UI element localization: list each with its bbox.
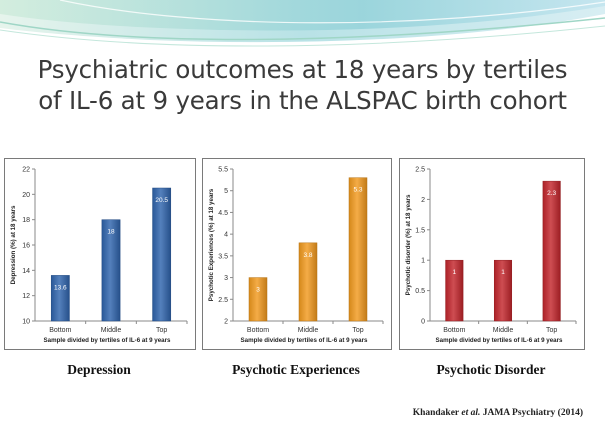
y-tick-label: 0 bbox=[421, 319, 425, 326]
y-tick-label: 20 bbox=[22, 192, 30, 199]
citation-etal: et al. bbox=[461, 408, 481, 418]
bar-value-label: 18 bbox=[107, 229, 115, 236]
slide-title: Psychiatric outcomes at 18 years by tert… bbox=[0, 54, 605, 116]
x-axis-label: Sample divided by tertiles of IL-6 at 9 … bbox=[241, 337, 368, 344]
y-tick-label: 14 bbox=[22, 268, 30, 275]
x-axis-label: Sample divided by tertiles of IL-6 at 9 … bbox=[436, 337, 563, 344]
y-tick-label: 22 bbox=[22, 167, 30, 174]
x-tick-label: Bottom bbox=[443, 327, 465, 334]
y-tick-label: 2.5 bbox=[415, 167, 425, 174]
x-tick-label: Bottom bbox=[49, 327, 71, 334]
bar-middle bbox=[298, 242, 318, 322]
y-tick-label: 5 bbox=[224, 188, 228, 195]
depression-chart: 10 12 14 16 18 20 22 Depression (%) at 18 years… bbox=[10, 167, 188, 344]
psychotic-experiences-chart: 2 2.5 3 3.5 4 4.5 5 5.5 Psychotic Experiences (%… bbox=[208, 167, 384, 344]
y-tick-label: 2.5 bbox=[218, 297, 228, 304]
bar-value-label: 2.3 bbox=[547, 190, 556, 197]
bar-top bbox=[542, 180, 561, 322]
slide-title-line-1: Psychiatric outcomes at 18 years by tert… bbox=[37, 55, 568, 84]
y-tick-label: 3 bbox=[224, 275, 228, 282]
bar-value-label: 1 bbox=[501, 269, 505, 276]
citation-journal: JAMA Psychiatry (2014) bbox=[482, 408, 583, 418]
x-tick-label: Top bbox=[156, 327, 167, 334]
y-tick-label: 18 bbox=[22, 217, 30, 224]
caption-depression: Depression bbox=[67, 362, 131, 377]
x-axis-label: Sample divided by tertiles of IL-6 at 9 … bbox=[44, 337, 171, 344]
y-tick-label: 4.5 bbox=[218, 210, 228, 217]
bar-value-label: 3.8 bbox=[303, 252, 312, 259]
y-axis-label: Psychotic Experiences (%) at 18 years bbox=[208, 188, 215, 301]
y-tick-label: 0.5 bbox=[415, 288, 425, 295]
bar-value-label: 3 bbox=[256, 287, 260, 294]
y-tick-label: 10 bbox=[22, 319, 30, 326]
x-tick-label: Top bbox=[352, 327, 363, 334]
bar-middle bbox=[101, 219, 121, 322]
bar-bottom bbox=[248, 277, 268, 322]
bar-value-label: 20.5 bbox=[155, 197, 168, 204]
psychotic-disorder-chart-panel: 0 0.5 1 1.5 2 2.5 Psychotic disorder (%) at 18… bbox=[399, 158, 585, 350]
bar-bottom bbox=[50, 275, 70, 322]
header-banner bbox=[0, 0, 605, 47]
psychotic-disorder-chart: 0 0.5 1 1.5 2 2.5 Psychotic disorder (%) at 18… bbox=[405, 167, 577, 344]
x-tick-label: Middle bbox=[493, 327, 514, 334]
bar-middle bbox=[493, 259, 513, 322]
citation: Khandaker et al. JAMA Psychiatry (2014) bbox=[413, 408, 583, 418]
y-tick-label: 2 bbox=[224, 319, 228, 326]
x-tick-label: Middle bbox=[298, 327, 319, 334]
bar-value-label: 13.6 bbox=[54, 284, 67, 291]
bar-value-label: 5.3 bbox=[353, 187, 362, 194]
bar-value-label: 1 bbox=[453, 269, 457, 276]
y-tick-label: 3.5 bbox=[218, 253, 228, 260]
y-axis-label: Psychotic disorder (%) at 18 years bbox=[405, 194, 412, 295]
y-tick-label: 1.5 bbox=[415, 227, 425, 234]
y-tick-label: 12 bbox=[22, 293, 30, 300]
slide-title-line-2: of IL-6 at 9 years in the ALSPAC birth c… bbox=[38, 86, 567, 115]
bar-top bbox=[152, 187, 172, 322]
caption-psychotic-experiences: Psychotic Experiences bbox=[232, 362, 360, 377]
x-tick-label: Middle bbox=[101, 327, 122, 334]
citation-author: Khandaker bbox=[412, 408, 459, 418]
depression-chart-panel: 10 12 14 16 18 20 22 Depression (%) at 18 years… bbox=[4, 158, 196, 350]
y-tick-label: 1 bbox=[421, 258, 425, 265]
y-axis-label: Depression (%) at 18 years bbox=[10, 205, 17, 284]
bar-top bbox=[348, 177, 368, 322]
caption-psychotic-disorder: Psychotic Disorder bbox=[436, 362, 546, 377]
y-tick-label: 16 bbox=[22, 243, 30, 250]
x-tick-label: Bottom bbox=[247, 327, 269, 334]
y-tick-label: 2 bbox=[421, 197, 425, 204]
y-tick-label: 4 bbox=[224, 232, 228, 239]
y-tick-label: 5.5 bbox=[218, 167, 228, 174]
psychotic-experiences-chart-panel: 2 2.5 3 3.5 4 4.5 5 5.5 Psychotic Experiences (%… bbox=[202, 158, 392, 350]
x-tick-label: Top bbox=[546, 327, 557, 334]
bar-bottom bbox=[445, 259, 464, 322]
